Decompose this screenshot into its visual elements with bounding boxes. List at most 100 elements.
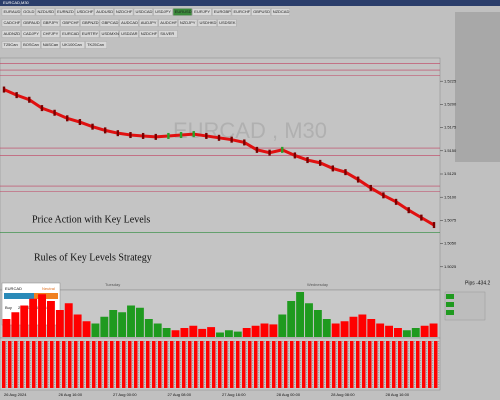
symbol-button[interactable] — [271, 8, 290, 16]
symbol-button[interactable] — [75, 8, 94, 16]
symbol-label: NZDJPY — [180, 20, 196, 25]
symbol-label: USDCHF — [77, 9, 94, 14]
symbol-button[interactable] — [99, 30, 119, 38]
symbol-button[interactable] — [99, 19, 119, 27]
symbol-button[interactable] — [139, 30, 158, 38]
pips: Pips -434.2 — [465, 280, 491, 286]
strip-bar — [284, 341, 288, 388]
histogram-bar — [162, 328, 171, 337]
time-label: 27 Aug 08:00 — [168, 392, 192, 397]
symbol-button[interactable] — [212, 8, 232, 16]
symbol-button[interactable] — [60, 19, 80, 27]
info-panel — [455, 12, 500, 162]
symbol-button[interactable] — [1, 30, 21, 38]
time-label: 27 Aug 16:00 — [222, 392, 246, 397]
symbol-label: AUDCHF — [160, 20, 177, 25]
candle — [205, 132, 208, 139]
strip-bar — [128, 341, 132, 388]
symbol-button[interactable] — [35, 8, 55, 16]
symbol-button[interactable] — [251, 8, 271, 16]
symbol-label: GBPNZD — [82, 20, 99, 25]
strip-bar — [260, 341, 264, 388]
symbol-button[interactable] — [21, 41, 41, 49]
strip-bar — [176, 341, 180, 388]
symbol-button[interactable] — [114, 8, 134, 16]
strip-bar — [92, 341, 96, 388]
symbol-button[interactable] — [1, 8, 21, 16]
symbol-label: AUDNZD — [4, 31, 21, 36]
symbol-label: USDZAR — [121, 31, 138, 36]
symbol-button[interactable] — [41, 30, 60, 38]
strip-bar — [74, 341, 78, 388]
symbol-button[interactable] — [21, 8, 36, 16]
symbol-label: GOLD — [23, 9, 34, 14]
strip-bar — [344, 341, 348, 388]
histogram-bar — [109, 310, 118, 337]
signal-side: Buy — [5, 305, 12, 310]
strip-bar — [362, 341, 366, 388]
symbol-label: EURNZD — [57, 9, 74, 14]
symbol-button[interactable] — [41, 19, 60, 27]
symbol-label: NZDCAD — [273, 9, 290, 14]
candle — [369, 184, 372, 191]
symbol-label: USDCAD — [136, 9, 153, 14]
symbol-button[interactable] — [197, 19, 217, 27]
strip-bar — [320, 341, 324, 388]
strip-bar — [26, 341, 30, 388]
symbol-button[interactable] — [55, 8, 75, 16]
strip-bar — [194, 341, 198, 388]
price-tick-label: 1.5175 — [444, 125, 457, 130]
symbol-button[interactable] — [80, 30, 100, 38]
strip-bar — [32, 341, 36, 388]
legend-chip — [446, 310, 454, 315]
symbol-button[interactable] — [217, 19, 237, 27]
symbol-button[interactable] — [158, 19, 178, 27]
strip-bar — [254, 341, 258, 388]
histogram-bar — [340, 321, 349, 337]
symbol-label: NASCan — [43, 42, 59, 47]
symbol-button[interactable] — [133, 8, 153, 16]
symbol-button[interactable] — [85, 41, 107, 49]
strip-bar — [182, 341, 186, 388]
annotation: Rules of Key Levels Strategy — [34, 252, 152, 263]
histogram-bar — [233, 331, 242, 337]
symbol-label: GBPCHF — [62, 20, 79, 25]
strip-bar — [266, 341, 270, 388]
symbol-button[interactable] — [80, 19, 100, 27]
price-tick-label: 1.5225 — [444, 78, 457, 83]
symbol-label: EURJPY — [194, 9, 210, 14]
strip-bar — [44, 341, 48, 388]
symbol-button[interactable] — [231, 8, 251, 16]
symbol-button[interactable] — [119, 30, 139, 38]
symbol-label: AUDUSD — [96, 9, 113, 14]
symbol-button[interactable] — [60, 41, 85, 49]
symbol-button[interactable] — [21, 19, 41, 27]
histogram-bar — [189, 325, 198, 337]
histogram-bar — [144, 319, 153, 337]
symbol-label: NZDCHF — [141, 31, 158, 36]
symbol-button[interactable] — [94, 8, 114, 16]
candle — [293, 152, 297, 159]
symbol-button[interactable] — [1, 41, 21, 49]
symbol-button[interactable] — [21, 30, 41, 38]
candle — [66, 115, 69, 122]
symbol-button[interactable] — [139, 19, 158, 27]
price-tick-label: 1.5075 — [444, 217, 457, 222]
symbol-button[interactable] — [173, 8, 192, 16]
symbol-button[interactable] — [192, 8, 212, 16]
histogram-bar — [224, 330, 233, 337]
symbol-button[interactable] — [158, 30, 178, 38]
candle — [281, 146, 284, 153]
symbol-button[interactable] — [178, 19, 198, 27]
histogram-bar — [260, 323, 269, 337]
strip-bar — [20, 341, 24, 388]
candle — [192, 131, 195, 138]
symbol-label: EURGBP — [214, 9, 231, 14]
price-panel — [0, 57, 441, 291]
symbol-button[interactable] — [41, 41, 60, 49]
symbol-button[interactable] — [1, 19, 21, 27]
symbol-button[interactable] — [60, 30, 80, 38]
histogram-bar — [296, 292, 305, 337]
symbol-button[interactable] — [119, 19, 139, 27]
symbol-button[interactable] — [153, 8, 173, 16]
